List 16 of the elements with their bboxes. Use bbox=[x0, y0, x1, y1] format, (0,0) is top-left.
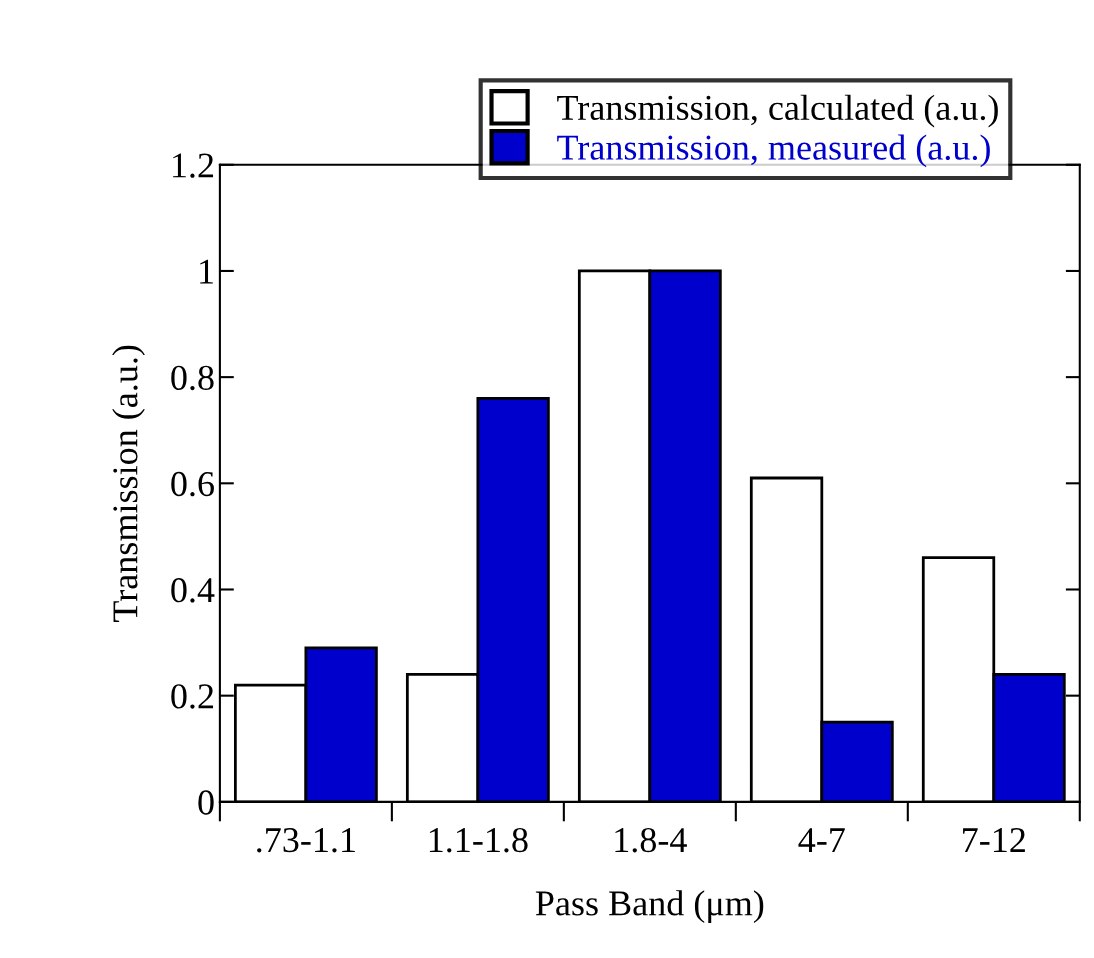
y-tick-label: 1 bbox=[200, 259, 213, 284]
x-axis-title: Pass Band (μm) bbox=[535, 890, 764, 923]
y-axis-title: Transmission (a.u.) bbox=[112, 345, 145, 622]
y-tick-label: 0.8 bbox=[171, 365, 214, 391]
y-tick-label: 0 bbox=[198, 790, 214, 815]
y-tick-label: 0.4 bbox=[171, 578, 215, 603]
legend-label: Transmission, measured (a.u.) bbox=[557, 134, 990, 168]
x-tick-label: .73-1.1 bbox=[257, 827, 355, 853]
x-tick-label: 4-7 bbox=[798, 828, 845, 852]
legend-label: Transmission, calculated (a.u.) bbox=[557, 94, 998, 128]
y-tick-label: 0.6 bbox=[171, 471, 214, 497]
y-tick-label: 0.2 bbox=[171, 684, 214, 709]
x-tick-label: 1.1-1.8 bbox=[429, 827, 528, 853]
x-tick-label: 7-12 bbox=[963, 827, 1025, 852]
x-tick-label: 1.8-4 bbox=[615, 827, 687, 853]
y-tick-label: 1.2 bbox=[173, 153, 214, 178]
